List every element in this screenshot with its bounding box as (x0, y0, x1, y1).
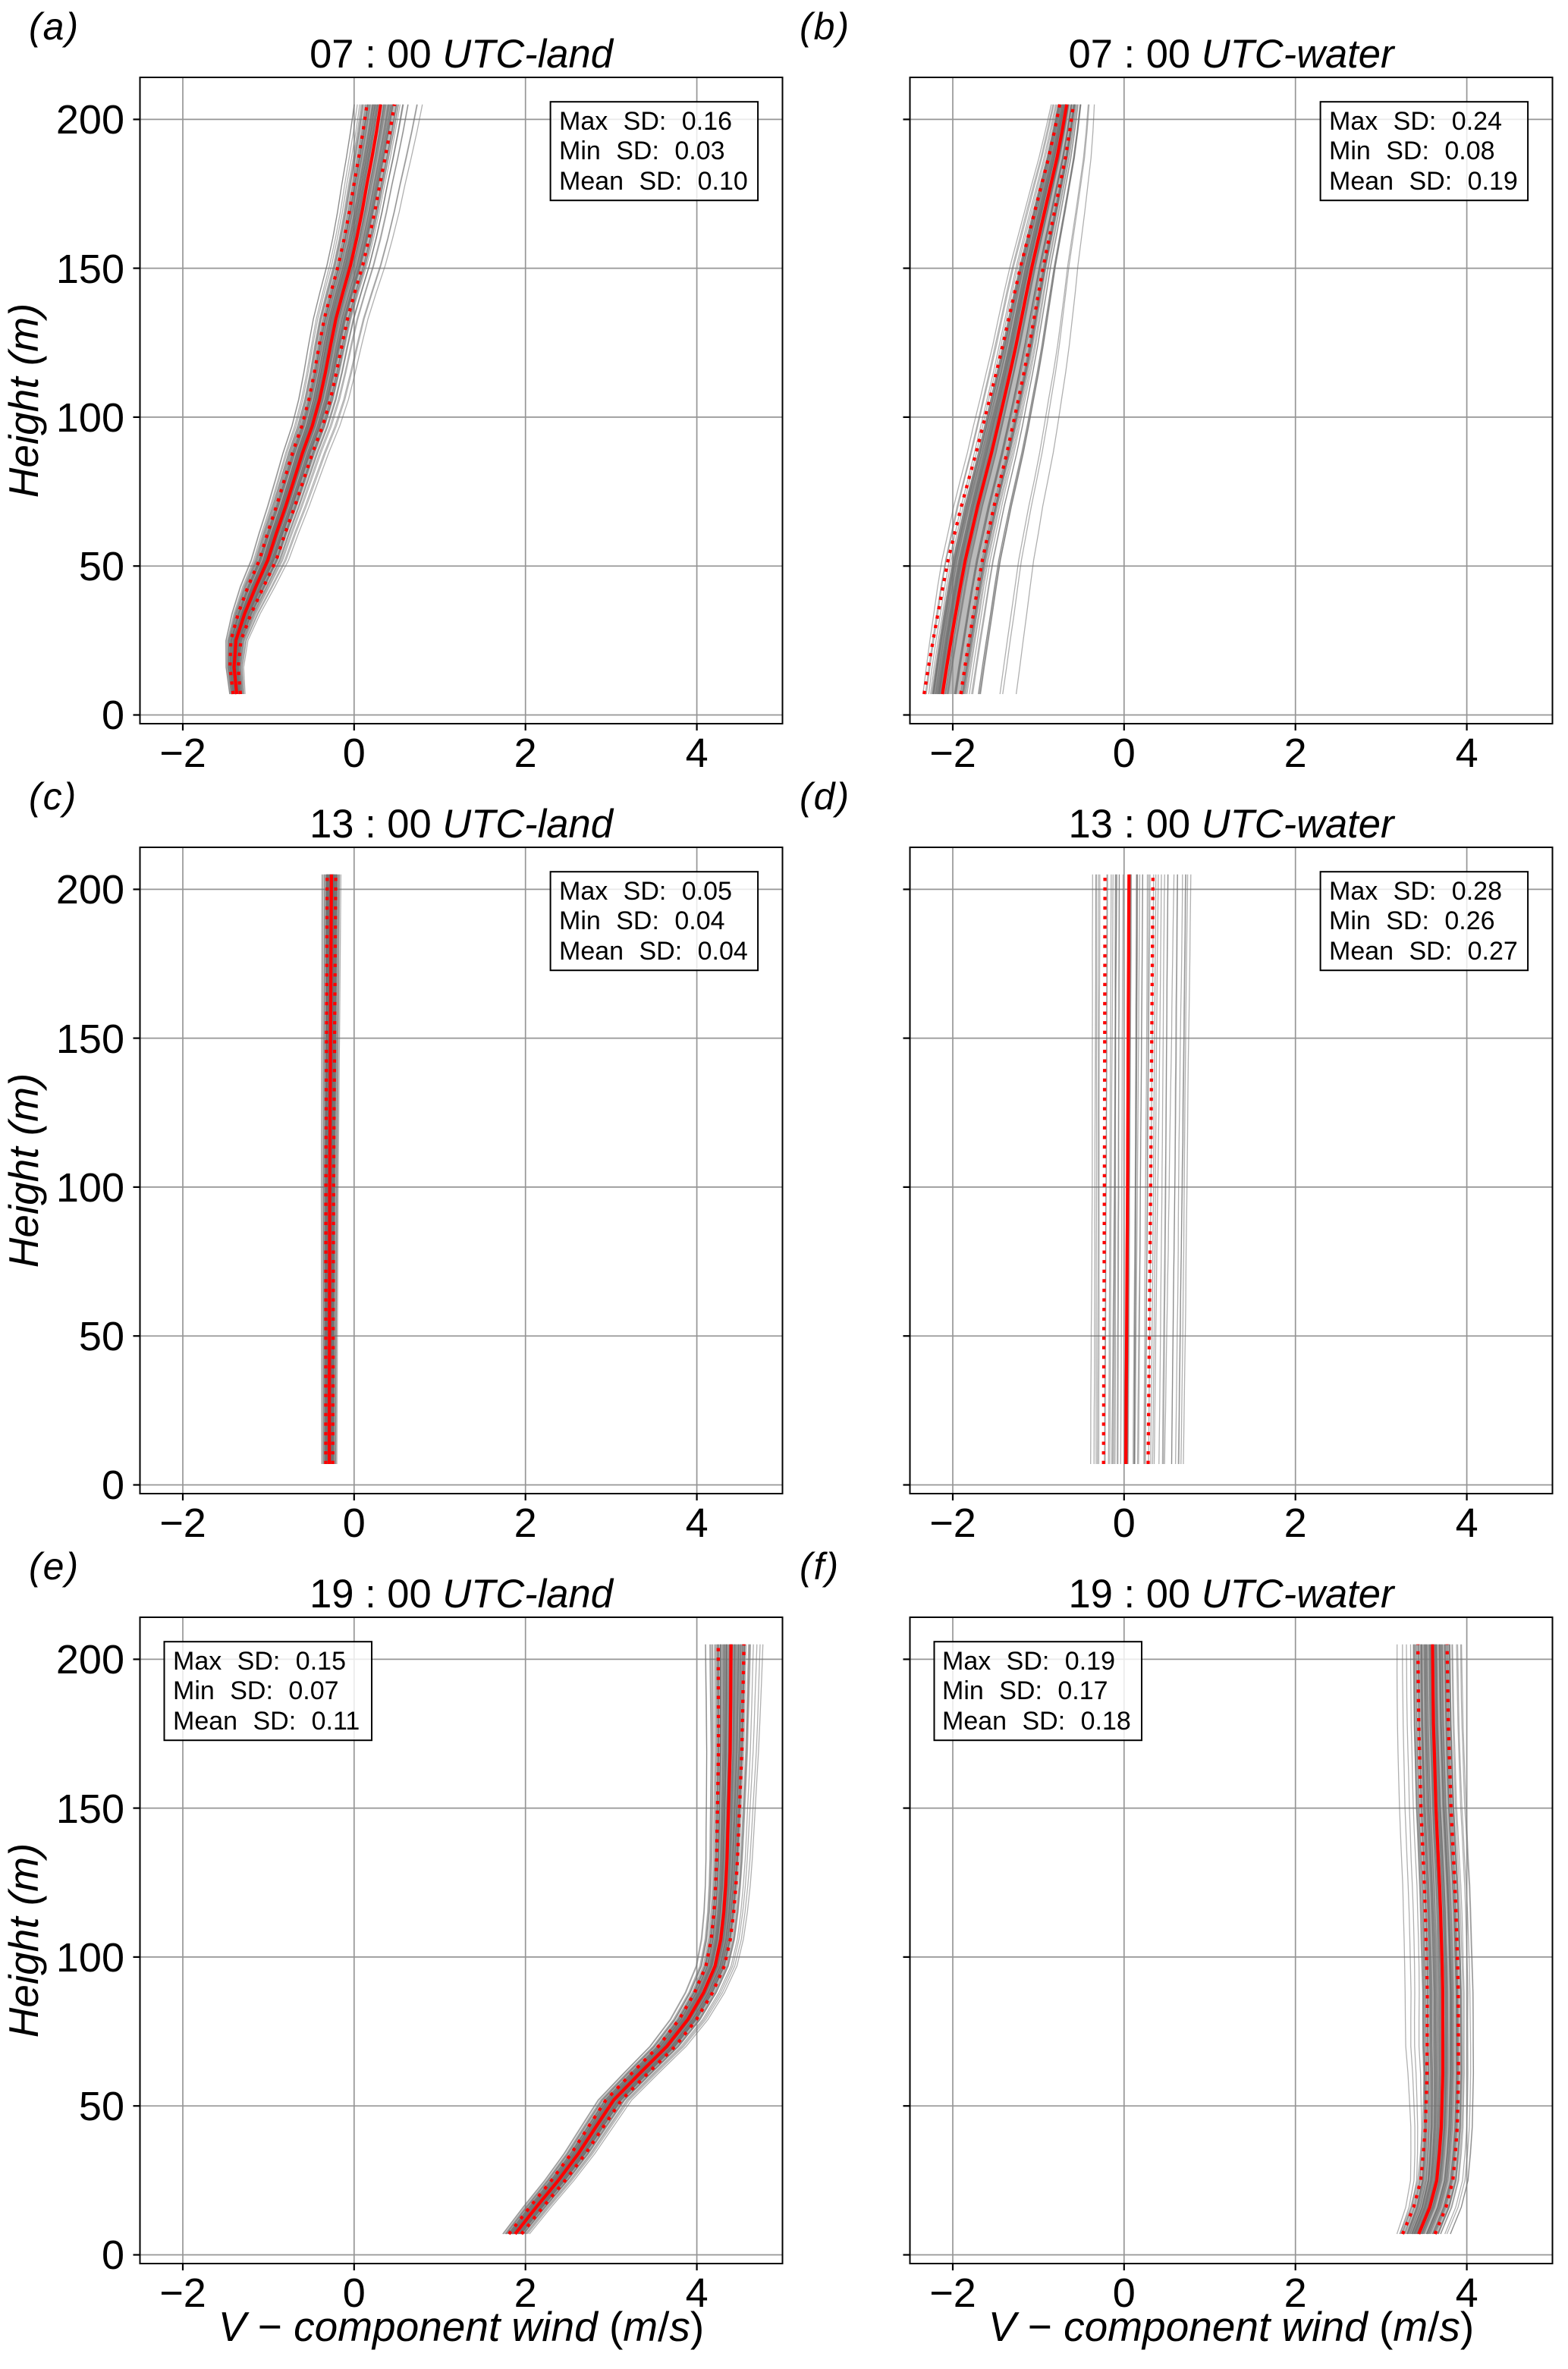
svg-text:−2: −2 (159, 2270, 206, 2316)
svg-text:0: 0 (102, 1463, 124, 1508)
svg-text:150: 150 (56, 1016, 124, 1062)
svg-text:Min SD: 0.03: Min SD: 0.03 (559, 137, 725, 165)
svg-text:Min SD: 0.08: Min SD: 0.08 (1329, 137, 1495, 165)
svg-text:07 : 00 UTC-land: 07 : 00 UTC-land (310, 32, 614, 77)
svg-text:Mean SD: 0.11: Mean SD: 0.11 (173, 1707, 360, 1736)
svg-text:Height (m): Height (m) (0, 1843, 47, 2038)
svg-text:2: 2 (514, 2270, 537, 2316)
svg-text:200: 200 (56, 97, 124, 143)
svg-text:(b): (b) (800, 5, 850, 48)
svg-text:19 : 00 UTC-land: 19 : 00 UTC-land (310, 1572, 614, 1617)
svg-text:V − component wind (m/s): V − component wind (m/s) (988, 2303, 1474, 2350)
svg-text:Height (m): Height (m) (0, 1073, 47, 1268)
svg-text:(f): (f) (800, 1545, 840, 1588)
svg-text:Mean SD: 0.04: Mean SD: 0.04 (559, 937, 748, 966)
svg-text:(a): (a) (29, 5, 80, 48)
svg-text:100: 100 (56, 1165, 124, 1211)
svg-text:−2: −2 (929, 1500, 976, 1546)
svg-text:0: 0 (102, 2232, 124, 2278)
svg-text:V − component wind (m/s): V − component wind (m/s) (218, 2303, 704, 2350)
svg-text:0: 0 (343, 730, 366, 776)
svg-text:Mean SD: 0.18: Mean SD: 0.18 (942, 1707, 1131, 1736)
svg-text:Max SD: 0.19: Max SD: 0.19 (942, 1647, 1115, 1676)
svg-text:(e): (e) (29, 1545, 80, 1588)
svg-text:2: 2 (1284, 730, 1307, 776)
svg-text:13 : 00 UTC-land: 13 : 00 UTC-land (310, 802, 614, 847)
svg-text:07 : 00 UTC-water: 07 : 00 UTC-water (1069, 32, 1396, 77)
svg-text:50: 50 (79, 544, 124, 589)
svg-text:150: 150 (56, 1786, 124, 1832)
svg-text:2: 2 (1284, 1500, 1307, 1546)
svg-text:Min SD: 0.07: Min SD: 0.07 (173, 1676, 339, 1705)
svg-text:Mean SD: 0.27: Mean SD: 0.27 (1329, 937, 1518, 966)
svg-text:Max SD: 0.16: Max SD: 0.16 (559, 107, 732, 136)
svg-text:150: 150 (56, 247, 124, 292)
svg-text:Max SD: 0.05: Max SD: 0.05 (559, 877, 732, 906)
svg-text:100: 100 (56, 1935, 124, 1981)
svg-text:19 : 00 UTC-water: 19 : 00 UTC-water (1069, 1572, 1396, 1617)
svg-text:0: 0 (343, 2270, 366, 2316)
svg-text:2: 2 (1284, 2270, 1307, 2316)
svg-text:(c): (c) (29, 775, 77, 818)
svg-text:2: 2 (514, 1500, 537, 1546)
svg-text:Min SD: 0.17: Min SD: 0.17 (942, 1676, 1108, 1705)
svg-text:Mean SD: 0.10: Mean SD: 0.10 (559, 167, 748, 196)
svg-text:Min SD: 0.04: Min SD: 0.04 (559, 906, 725, 935)
svg-text:−2: −2 (929, 730, 976, 776)
svg-text:50: 50 (79, 1314, 124, 1359)
svg-text:0: 0 (102, 693, 124, 738)
svg-text:100: 100 (56, 395, 124, 441)
svg-text:0: 0 (1113, 730, 1136, 776)
svg-text:−2: −2 (159, 1500, 206, 1546)
svg-text:200: 200 (56, 867, 124, 913)
svg-text:Max SD: 0.24: Max SD: 0.24 (1329, 107, 1502, 136)
svg-text:4: 4 (686, 1500, 709, 1546)
svg-text:Max SD: 0.28: Max SD: 0.28 (1329, 877, 1502, 906)
svg-text:Height (m): Height (m) (0, 303, 47, 498)
svg-text:4: 4 (686, 2270, 709, 2316)
svg-text:4: 4 (1456, 1500, 1478, 1546)
svg-text:−2: −2 (929, 2270, 976, 2316)
svg-text:4: 4 (1456, 2270, 1478, 2316)
svg-text:0: 0 (1113, 2270, 1136, 2316)
svg-text:13 : 00 UTC-water: 13 : 00 UTC-water (1069, 802, 1396, 847)
svg-text:200: 200 (56, 1637, 124, 1682)
svg-text:0: 0 (343, 1500, 366, 1546)
svg-text:0: 0 (1113, 1500, 1136, 1546)
svg-text:Max SD: 0.15: Max SD: 0.15 (173, 1647, 346, 1676)
svg-text:Mean SD: 0.19: Mean SD: 0.19 (1329, 167, 1518, 196)
svg-text:4: 4 (1456, 730, 1478, 776)
svg-text:(d): (d) (800, 775, 850, 818)
svg-text:2: 2 (514, 730, 537, 776)
svg-text:−2: −2 (159, 730, 206, 776)
svg-text:50: 50 (79, 2084, 124, 2129)
svg-text:4: 4 (686, 730, 709, 776)
svg-text:Min SD: 0.26: Min SD: 0.26 (1329, 906, 1495, 935)
